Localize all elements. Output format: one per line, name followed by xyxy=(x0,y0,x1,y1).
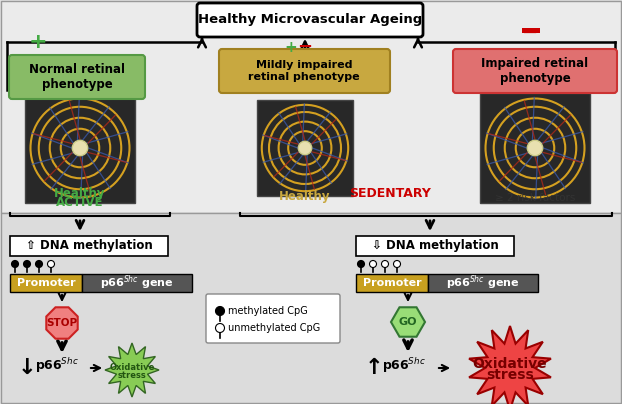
Circle shape xyxy=(381,261,389,267)
Polygon shape xyxy=(391,307,425,337)
Polygon shape xyxy=(46,307,78,339)
FancyBboxPatch shape xyxy=(219,49,390,93)
Circle shape xyxy=(72,140,88,156)
Text: ↓: ↓ xyxy=(18,358,37,378)
Text: Impaired retinal
phenotype: Impaired retinal phenotype xyxy=(481,57,588,85)
Circle shape xyxy=(215,307,225,316)
Text: p66$^{Shc}$ gene: p66$^{Shc}$ gene xyxy=(446,274,520,292)
Circle shape xyxy=(527,140,543,156)
Text: GO: GO xyxy=(399,317,417,327)
Text: unmethylated CpG: unmethylated CpG xyxy=(228,323,320,333)
FancyBboxPatch shape xyxy=(197,3,423,37)
Bar xyxy=(356,274,428,292)
Text: −: − xyxy=(297,38,313,56)
Bar xyxy=(522,28,540,33)
Text: +: + xyxy=(29,32,47,52)
Text: Oxidative: Oxidative xyxy=(473,357,547,371)
Bar xyxy=(10,274,82,292)
Text: ACTIVE: ACTIVE xyxy=(56,196,104,209)
Text: −: − xyxy=(522,23,538,42)
Circle shape xyxy=(369,261,376,267)
Circle shape xyxy=(35,261,42,267)
Text: Mildly impaired
retinal phenotype: Mildly impaired retinal phenotype xyxy=(248,60,360,82)
Text: Oxidative: Oxidative xyxy=(109,364,155,372)
Bar xyxy=(428,274,538,292)
Text: Promoter: Promoter xyxy=(17,278,75,288)
Bar xyxy=(480,93,590,203)
Circle shape xyxy=(47,261,55,267)
Circle shape xyxy=(299,141,312,155)
Text: stress: stress xyxy=(486,368,534,382)
Text: Healthy: Healthy xyxy=(54,187,106,200)
FancyBboxPatch shape xyxy=(9,55,145,99)
FancyBboxPatch shape xyxy=(453,49,617,93)
Bar xyxy=(10,236,168,256)
Bar xyxy=(25,93,135,203)
Text: +: + xyxy=(285,40,297,55)
Circle shape xyxy=(24,261,30,267)
FancyBboxPatch shape xyxy=(206,294,340,343)
Circle shape xyxy=(358,261,364,267)
Text: ⇩ DNA methylation: ⇩ DNA methylation xyxy=(371,240,498,252)
Text: ⇧ DNA methylation: ⇧ DNA methylation xyxy=(26,240,152,252)
Text: Healthy Microvascular Ageing: Healthy Microvascular Ageing xyxy=(198,13,422,27)
Text: ≥ 2 risk factors: ≥ 2 risk factors xyxy=(495,193,575,203)
Text: STOP: STOP xyxy=(47,318,78,328)
Text: SEDENTARY: SEDENTARY xyxy=(349,187,431,200)
Text: Promoter: Promoter xyxy=(363,278,421,288)
Circle shape xyxy=(394,261,401,267)
Text: p66$^{Shc}$: p66$^{Shc}$ xyxy=(35,357,79,375)
Text: Normal retinal
phenotype: Normal retinal phenotype xyxy=(29,63,125,91)
Polygon shape xyxy=(105,343,159,397)
Text: p66$^{Shc}$ gene: p66$^{Shc}$ gene xyxy=(100,274,174,292)
Bar xyxy=(82,274,192,292)
Bar xyxy=(1,213,621,403)
Bar xyxy=(1,1,621,213)
Text: ↑: ↑ xyxy=(365,358,384,378)
Text: stress: stress xyxy=(118,372,146,381)
Circle shape xyxy=(215,324,225,332)
Text: Healthy: Healthy xyxy=(279,190,331,203)
Circle shape xyxy=(11,261,19,267)
Text: p66$^{Shc}$: p66$^{Shc}$ xyxy=(382,357,425,375)
Bar xyxy=(356,236,514,256)
Bar xyxy=(257,100,353,196)
Polygon shape xyxy=(469,326,551,404)
Text: methylated CpG: methylated CpG xyxy=(228,306,308,316)
